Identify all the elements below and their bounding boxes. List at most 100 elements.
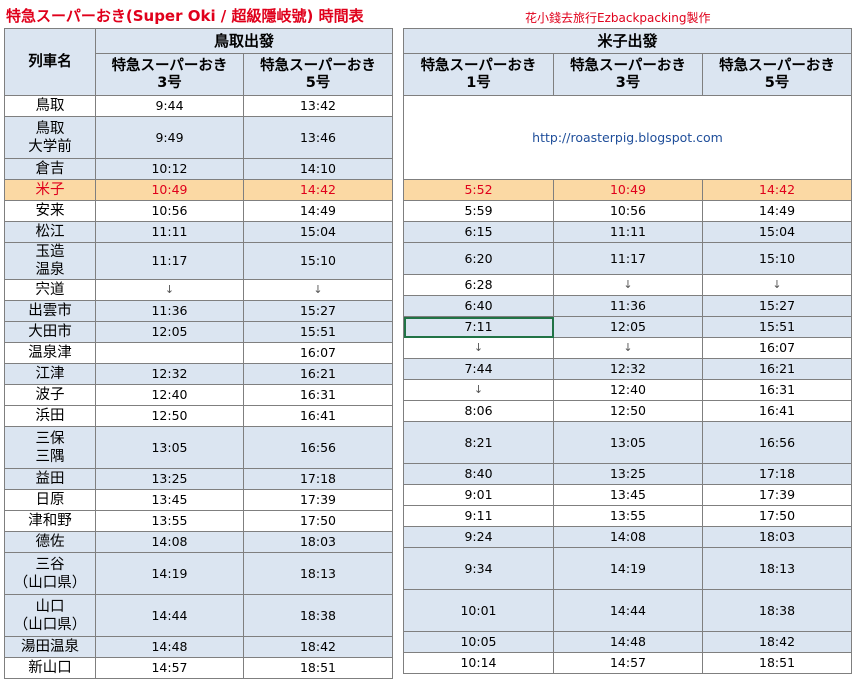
time-cell[interactable]: 18:38 xyxy=(701,589,853,632)
time-cell[interactable]: 11:36 xyxy=(95,300,244,322)
time-cell[interactable]: 16:56 xyxy=(242,426,394,469)
time-cell[interactable]: 9:01 xyxy=(403,484,554,506)
time-cell[interactable]: 13:55 xyxy=(95,510,244,532)
time-cell[interactable]: 15:10 xyxy=(242,242,394,280)
time-cell[interactable]: 15:04 xyxy=(701,221,853,243)
station-name[interactable]: 德佐 xyxy=(4,531,96,553)
time-cell[interactable]: 18:42 xyxy=(701,631,853,653)
station-name[interactable]: 倉吉 xyxy=(4,158,96,180)
train-header[interactable]: 特急スーパーおき 3号 xyxy=(553,53,703,96)
time-cell[interactable]: 16:41 xyxy=(242,405,394,427)
time-cell[interactable]: 14:49 xyxy=(701,200,853,222)
station-name[interactable]: 波子 xyxy=(4,384,96,406)
time-cell[interactable]: 18:13 xyxy=(701,547,853,590)
station-name[interactable]: 安来 xyxy=(4,200,96,222)
time-cell[interactable]: 18:42 xyxy=(242,636,394,658)
time-cell[interactable]: 12:05 xyxy=(95,321,244,343)
time-cell[interactable] xyxy=(95,342,244,364)
time-cell[interactable]: 14:19 xyxy=(553,547,703,590)
time-cell[interactable]: 14:57 xyxy=(553,652,703,674)
time-cell[interactable]: 15:04 xyxy=(242,221,394,243)
time-cell[interactable]: 15:10 xyxy=(701,242,853,275)
time-cell[interactable]: 14:49 xyxy=(242,200,394,222)
station-name[interactable]: 出雲市 xyxy=(4,300,96,322)
time-cell[interactable]: 13:45 xyxy=(95,489,244,511)
time-cell[interactable]: 9:49 xyxy=(95,116,244,159)
time-cell[interactable]: 6:15 xyxy=(403,221,554,243)
blog-url[interactable]: http://roasterpig.blogspot.com xyxy=(402,95,853,180)
station-name[interactable]: 大田市 xyxy=(4,321,96,343)
time-cell[interactable]: 15:27 xyxy=(242,300,394,322)
time-cell[interactable]: 14:42 xyxy=(701,179,853,201)
time-cell[interactable]: 18:38 xyxy=(242,594,394,637)
time-cell[interactable]: 5:59 xyxy=(403,200,554,222)
time-cell[interactable]: ↓ xyxy=(553,337,703,359)
selected-cell[interactable]: 7:11 xyxy=(403,316,554,338)
time-cell[interactable]: 8:21 xyxy=(403,421,554,464)
time-cell[interactable]: 9:34 xyxy=(403,547,554,590)
train-header[interactable]: 特急スーパーおき 1号 xyxy=(403,53,554,96)
time-cell[interactable]: 16:41 xyxy=(701,400,853,422)
time-cell[interactable]: 14:10 xyxy=(242,158,394,180)
time-cell[interactable]: 8:40 xyxy=(403,463,554,485)
station-name[interactable]: 松江 xyxy=(4,221,96,243)
station-name[interactable]: 江津 xyxy=(4,363,96,385)
station-name[interactable]: 日原 xyxy=(4,489,96,511)
time-cell[interactable]: 10:49 xyxy=(95,179,244,201)
time-cell[interactable]: 12:50 xyxy=(95,405,244,427)
station-name[interactable]: 山口 （山口県） xyxy=(4,594,96,637)
station-name[interactable]: 浜田 xyxy=(4,405,96,427)
station-header[interactable]: 列車名 xyxy=(4,28,96,96)
time-cell[interactable]: 10:56 xyxy=(95,200,244,222)
time-cell[interactable]: 17:18 xyxy=(701,463,853,485)
time-cell[interactable]: 8:06 xyxy=(403,400,554,422)
time-cell[interactable]: 10:01 xyxy=(403,589,554,632)
time-cell[interactable]: 13:45 xyxy=(553,484,703,506)
station-name[interactable]: 鳥取 大学前 xyxy=(4,116,96,159)
time-cell[interactable]: ↓ xyxy=(403,337,554,359)
station-name[interactable]: 益田 xyxy=(4,468,96,490)
train-header[interactable]: 特急スーパーおき 3号 xyxy=(95,53,244,96)
time-cell[interactable]: 16:21 xyxy=(242,363,394,385)
time-cell[interactable]: 6:40 xyxy=(403,295,554,317)
time-cell[interactable]: 13:25 xyxy=(95,468,244,490)
time-cell[interactable]: 17:50 xyxy=(701,505,853,527)
time-cell[interactable]: 17:50 xyxy=(242,510,394,532)
time-cell[interactable]: 18:03 xyxy=(242,531,394,553)
time-cell[interactable]: 6:28 xyxy=(403,274,554,296)
time-cell[interactable]: 12:40 xyxy=(553,379,703,401)
time-cell[interactable]: 7:44 xyxy=(403,358,554,380)
time-cell[interactable]: 17:18 xyxy=(242,468,394,490)
time-cell[interactable]: 18:51 xyxy=(242,657,394,679)
station-name[interactable]: 米子 xyxy=(4,179,96,201)
time-cell[interactable]: 10:56 xyxy=(553,200,703,222)
station-name[interactable]: 鳥取 xyxy=(4,95,96,117)
time-cell[interactable]: 14:48 xyxy=(553,631,703,653)
time-cell[interactable]: 18:51 xyxy=(701,652,853,674)
station-name[interactable]: 玉造 温泉 xyxy=(4,242,96,280)
time-cell[interactable]: 12:32 xyxy=(553,358,703,380)
time-cell[interactable]: 14:44 xyxy=(553,589,703,632)
time-cell[interactable]: 13:46 xyxy=(242,116,394,159)
time-cell[interactable]: 11:11 xyxy=(553,221,703,243)
time-cell[interactable]: 14:42 xyxy=(242,179,394,201)
time-cell[interactable]: 12:40 xyxy=(95,384,244,406)
time-cell[interactable]: 10:49 xyxy=(553,179,703,201)
time-cell[interactable]: 16:07 xyxy=(242,342,394,364)
time-cell[interactable]: ↓ xyxy=(701,274,853,296)
time-cell[interactable]: 14:08 xyxy=(95,531,244,553)
group-header-tottori[interactable]: 鳥取出發 xyxy=(94,28,394,54)
time-cell[interactable]: 15:27 xyxy=(701,295,853,317)
time-cell[interactable]: 14:44 xyxy=(95,594,244,637)
time-cell[interactable]: 10:05 xyxy=(403,631,554,653)
time-cell[interactable]: ↓ xyxy=(403,379,554,401)
time-cell[interactable]: 9:44 xyxy=(95,95,244,117)
group-header-yonago[interactable]: 米子出發 xyxy=(402,28,853,54)
time-cell[interactable]: 13:25 xyxy=(553,463,703,485)
time-cell[interactable]: 11:11 xyxy=(95,221,244,243)
time-cell[interactable]: 15:51 xyxy=(242,321,394,343)
time-cell[interactable]: 11:17 xyxy=(95,242,244,280)
time-cell[interactable]: 13:42 xyxy=(242,95,394,117)
time-cell[interactable]: 14:57 xyxy=(95,657,244,679)
time-cell[interactable]: 12:32 xyxy=(95,363,244,385)
